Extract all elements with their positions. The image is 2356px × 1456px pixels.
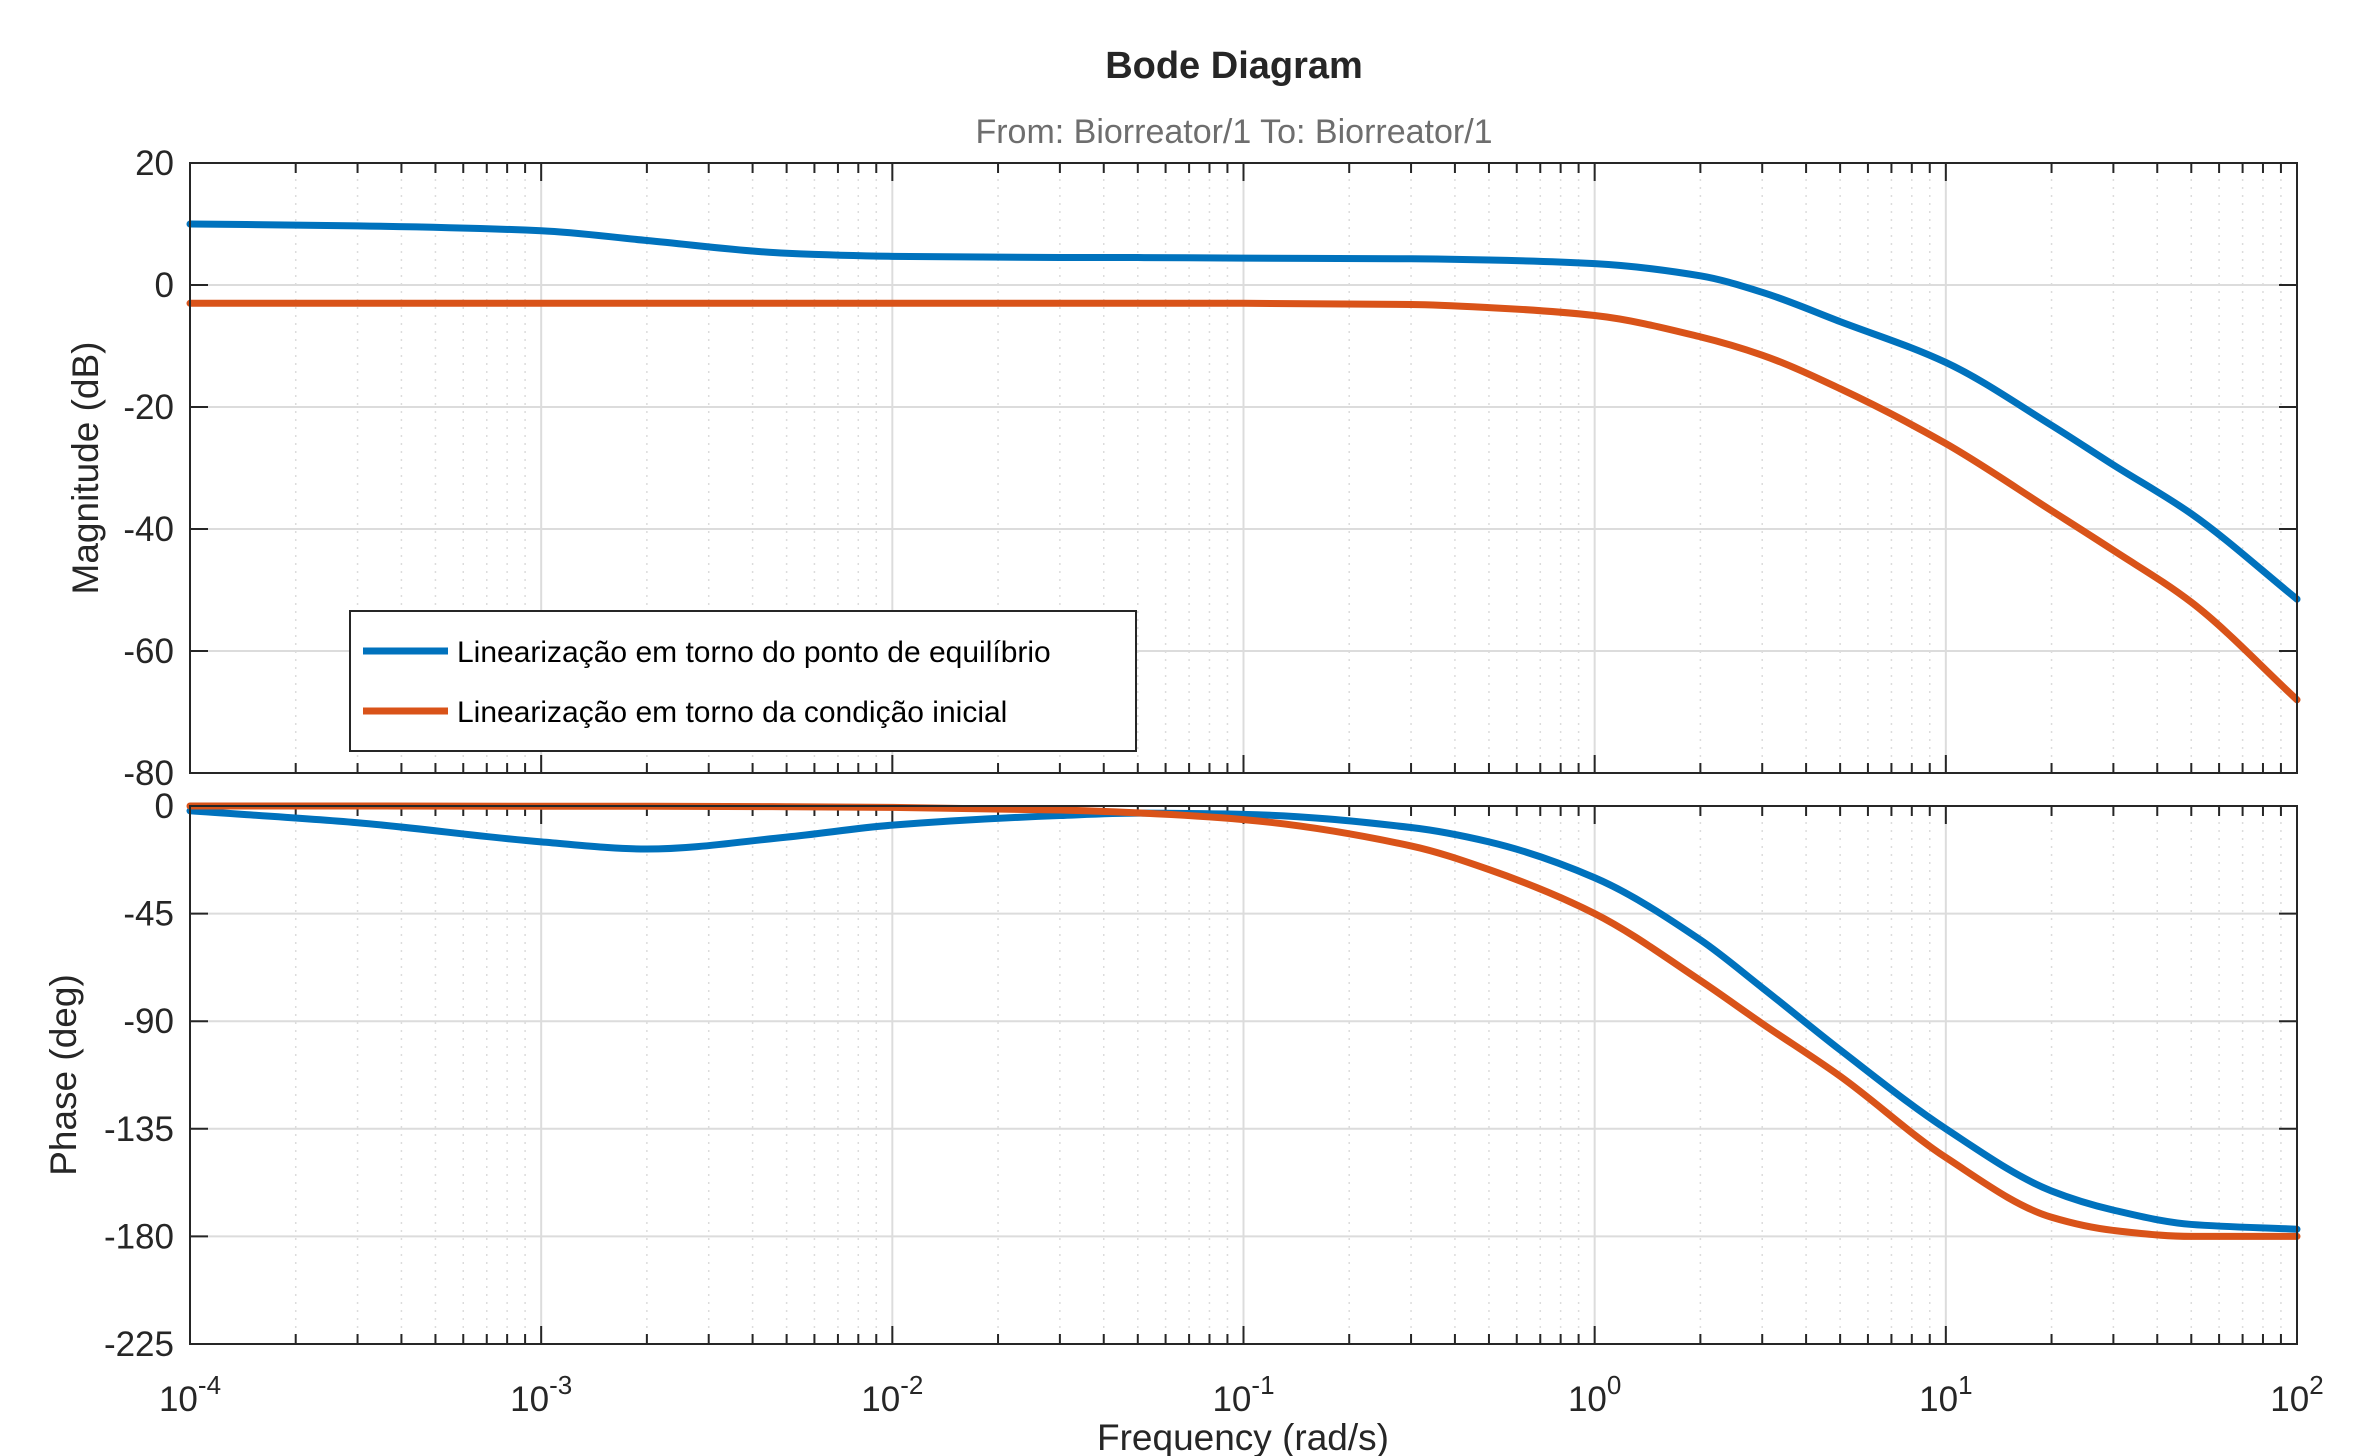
legend-box [349, 610, 1137, 752]
mag-y-tick-label: -20 [123, 388, 174, 427]
phase-y-tick-label: -135 [104, 1110, 174, 1149]
phase-y-tick-label: -90 [123, 1002, 174, 1041]
magnitude-axis-label: Magnitude (dB) [65, 342, 106, 595]
x-tick-label: 102 [2270, 1370, 2323, 1419]
chart-legend: Linearização em torno do ponto de equilí… [349, 610, 1137, 752]
phase-axis-label: Phase (deg) [43, 974, 84, 1176]
mag-y-tick-label: -80 [123, 754, 174, 793]
mag-y-tick-label: 0 [155, 266, 174, 305]
phase-y-tick-label: 0 [155, 787, 174, 826]
mag-y-tick-label: -60 [123, 632, 174, 671]
phase-y-tick-label: -45 [123, 895, 174, 934]
phase-y-tick-label: -180 [104, 1217, 174, 1256]
chart-title: Bode Diagram [1105, 45, 1363, 87]
mag-curve-equilibrium [186, 220, 2301, 603]
x-tick-labels: 10-4 10-3 10-2 10-1 100 101 102 [159, 1370, 2324, 1419]
chart-subtitle: From: Biorreator/1 To: Biorreator/1 [975, 113, 1492, 151]
x-tick-label: 10-2 [861, 1370, 923, 1419]
legend-entry-initial-condition: Linearização em torno da condição inicia… [457, 696, 1007, 729]
x-tick-label: 100 [1568, 1370, 1621, 1419]
x-tick-label: 101 [1919, 1370, 1972, 1419]
legend-entry-equilibrium: Linearização em torno do ponto de equilí… [457, 636, 1051, 669]
phase-panel: 0 -45 -90 -135 -180 -225 [104, 787, 2301, 1364]
x-tick-label: 10-3 [510, 1370, 572, 1419]
phase-curve-equilibrium [186, 807, 2301, 1233]
mag-y-tick-label: 20 [135, 144, 174, 183]
x-tick-label: 10-4 [159, 1370, 221, 1419]
x-axis-label: Frequency (rad/s) [1097, 1417, 1389, 1456]
magnitude-panel: 20 0 -20 -40 -60 -80 Linearização em torno do… [123, 144, 2301, 793]
mag-y-tick-label: -40 [123, 510, 174, 549]
mag-curve-initial-condition [186, 299, 2301, 704]
x-tick-label: 10-1 [1212, 1370, 1274, 1419]
phase-y-tick-label: -225 [104, 1325, 174, 1364]
